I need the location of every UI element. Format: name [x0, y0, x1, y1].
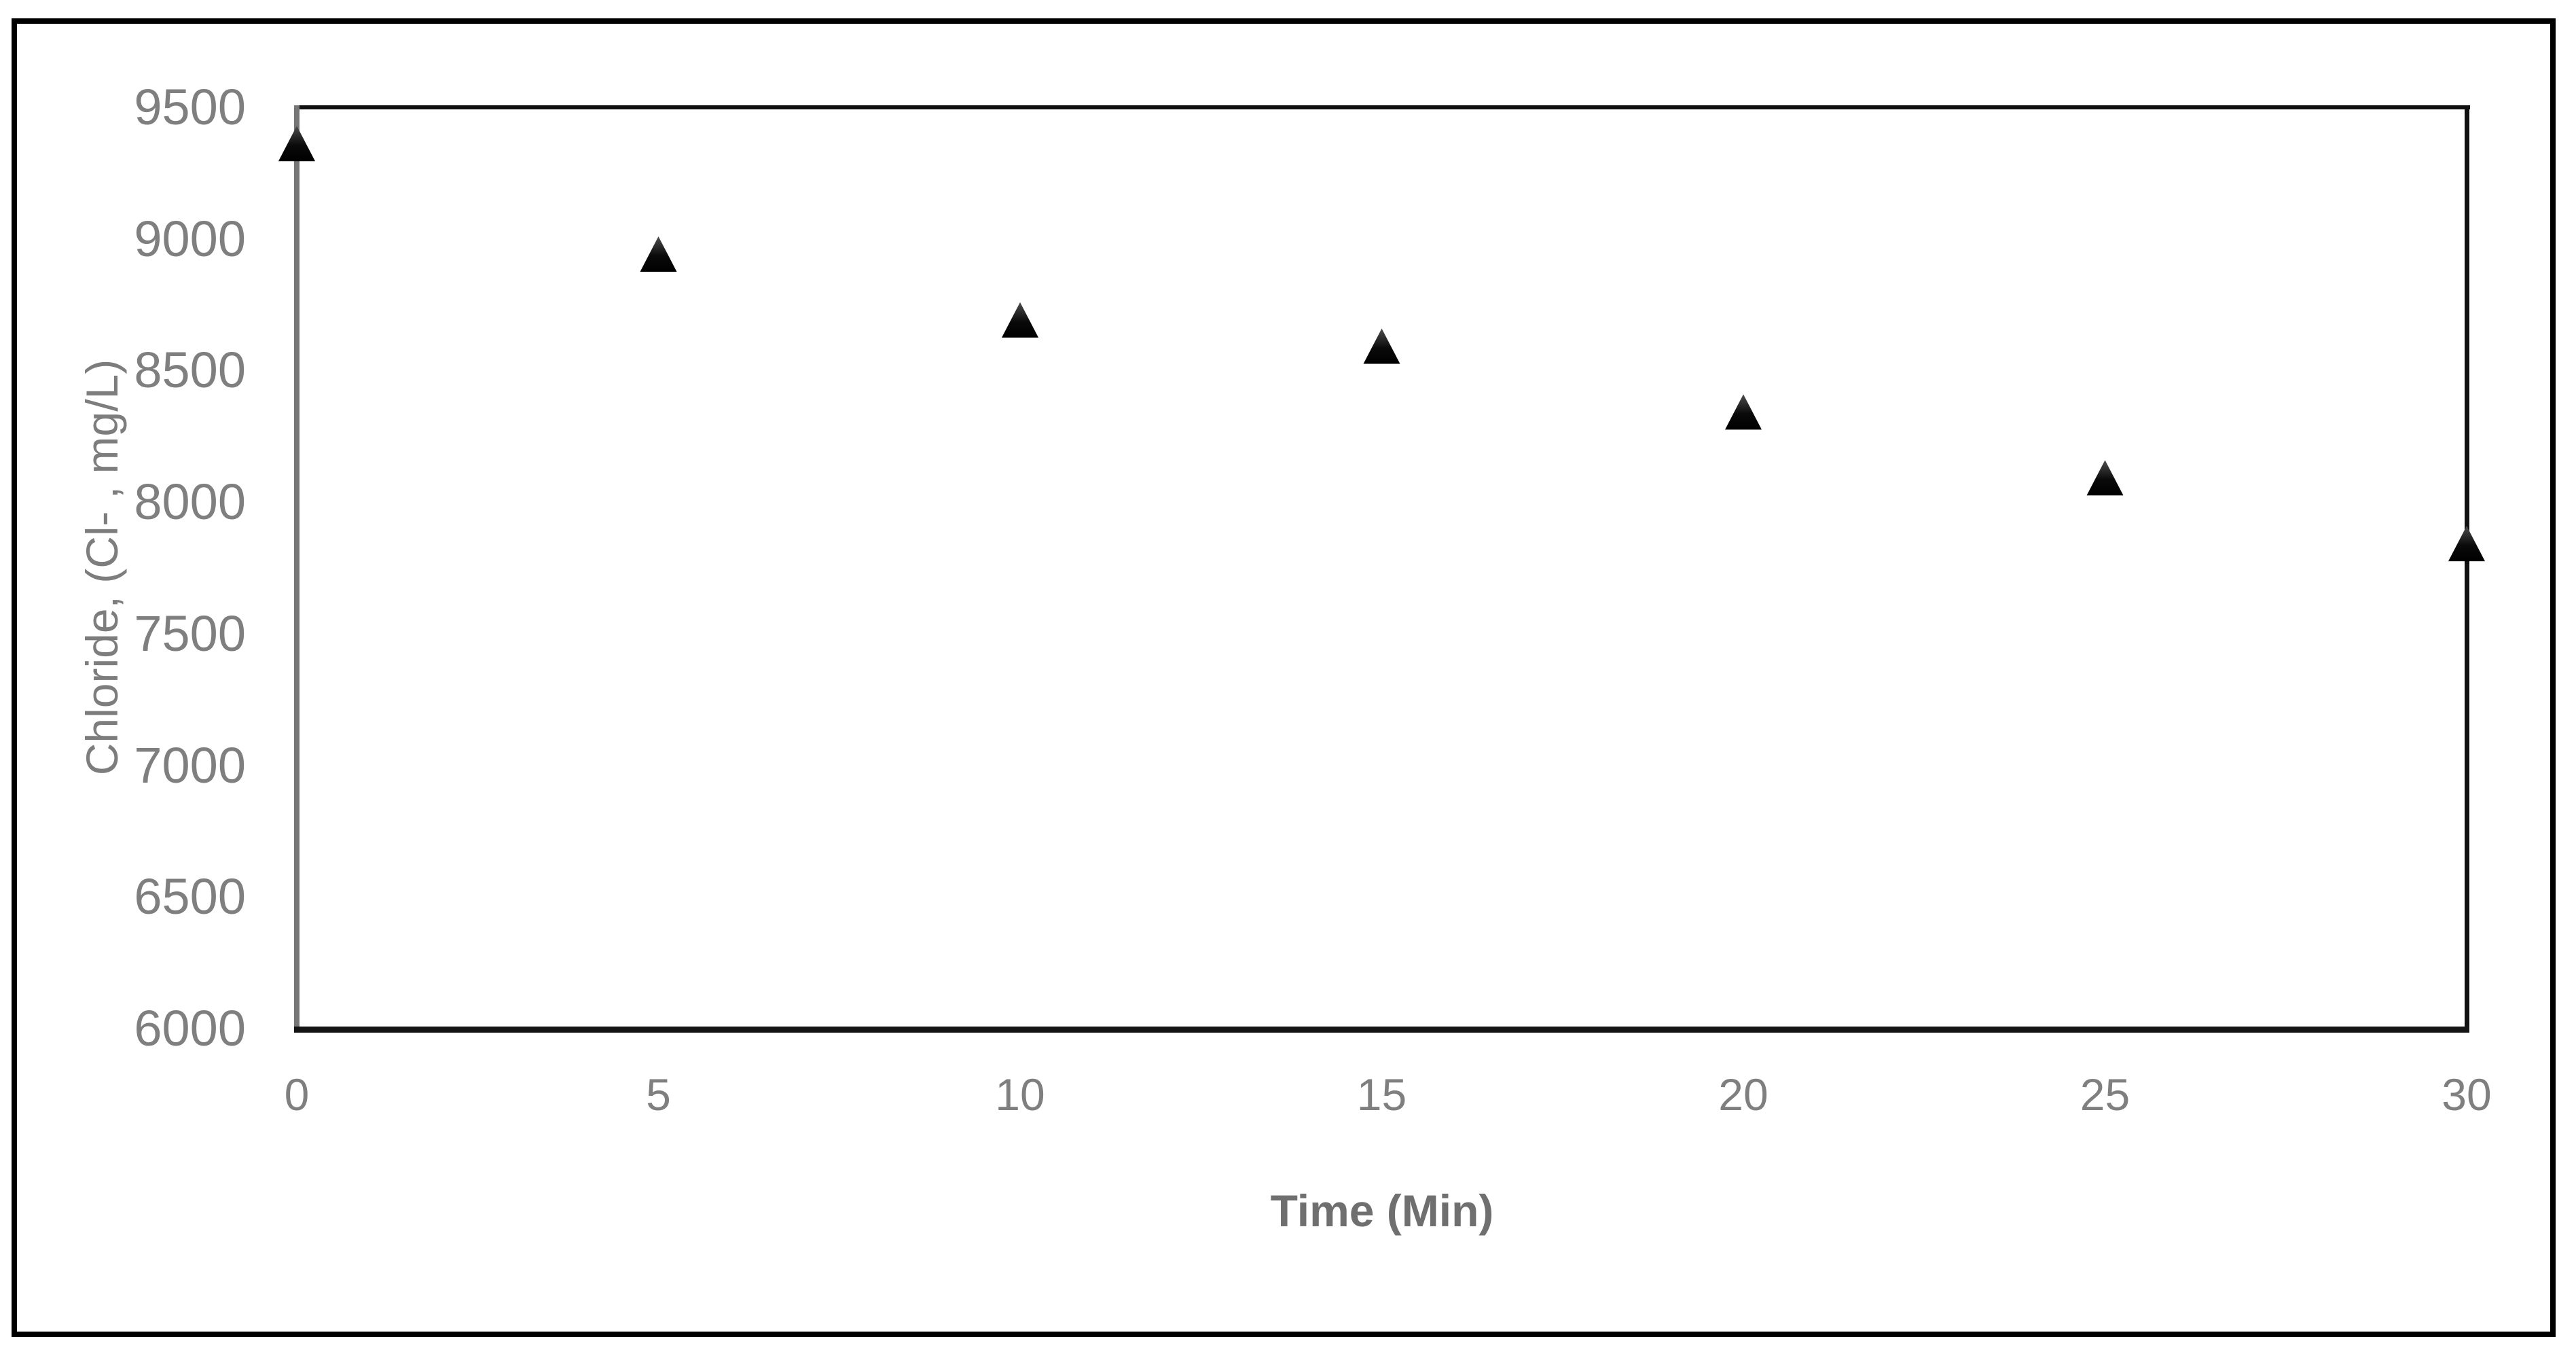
y-tick-label: 8500 — [134, 342, 246, 399]
y-axis-line — [294, 105, 300, 1033]
data-point-marker — [1725, 394, 1762, 430]
y-tick-label: 9500 — [134, 79, 246, 135]
data-point-marker — [1002, 302, 1038, 338]
figure-border — [12, 18, 2556, 1337]
data-point-marker — [640, 236, 677, 272]
data-point-marker — [1363, 328, 1400, 364]
data-point-marker — [278, 126, 315, 162]
y-tick-label: 8000 — [134, 474, 246, 531]
y-tick-label: 7500 — [134, 605, 246, 662]
x-tick-label: 30 — [2442, 1069, 2492, 1120]
y-axis-title: Chloride, (Cl- , mg/L) — [77, 359, 127, 776]
x-axis-title: Time (Min) — [1270, 1186, 1494, 1236]
x-tick-label: 10 — [995, 1069, 1045, 1120]
data-point-marker — [2448, 526, 2485, 562]
x-tick-label: 15 — [1356, 1069, 1407, 1120]
data-point-marker — [2086, 460, 2124, 496]
x-tick-label: 25 — [2080, 1069, 2130, 1120]
x-tick-label: 5 — [646, 1069, 671, 1120]
x-tick-label: 0 — [284, 1069, 310, 1120]
y-tick-label: 6000 — [134, 1000, 246, 1056]
x-tick-label: 20 — [1718, 1069, 1768, 1120]
y-tick-label: 7000 — [134, 736, 246, 794]
plot-border-top — [297, 105, 2470, 109]
y-tick-label: 6500 — [134, 868, 246, 925]
x-axis-line — [294, 1027, 2469, 1033]
plot-border-right — [2465, 105, 2469, 1033]
y-tick-label: 9000 — [134, 210, 246, 267]
